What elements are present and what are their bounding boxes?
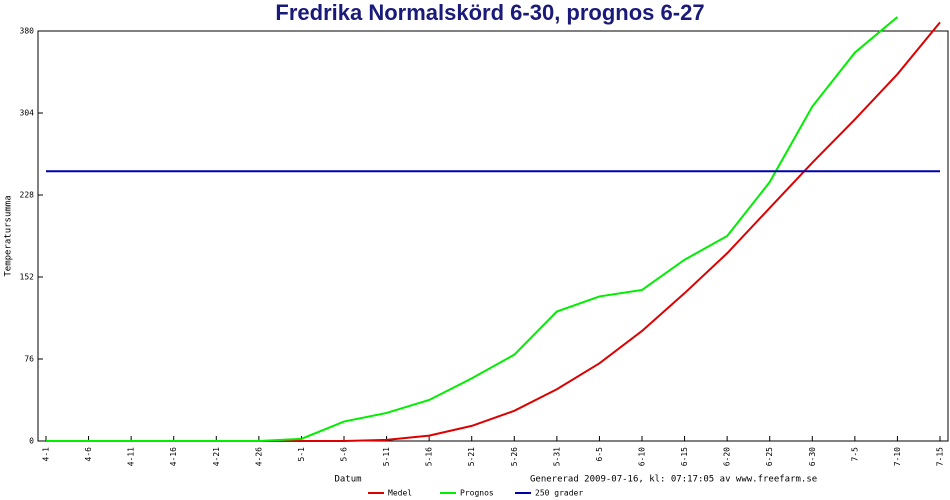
x-tick-label: 7-10 bbox=[893, 447, 902, 466]
x-tick-label: 4-16 bbox=[169, 447, 178, 466]
y-tick-label: 152 bbox=[20, 273, 35, 282]
chart-title: Fredrika Normalskörd 6-30, prognos 6-27 bbox=[275, 0, 704, 25]
x-tick-label: 6-25 bbox=[765, 447, 774, 466]
footer: Genererad 2009-07-16, kl: 07:17:05 av ww… bbox=[530, 475, 817, 485]
x-tick-label: 4-21 bbox=[212, 447, 221, 466]
plot-frame bbox=[37, 30, 949, 442]
x-tick-label: 4-11 bbox=[127, 447, 136, 466]
series-line bbox=[46, 21, 941, 442]
x-tick-label: 6-20 bbox=[723, 447, 732, 466]
legend-label: Prognos bbox=[460, 489, 494, 498]
x-tick-label: 5-1 bbox=[297, 447, 306, 462]
series-line bbox=[46, 16, 899, 442]
x-tick-label: 6-30 bbox=[808, 447, 817, 466]
y-tick-label: 76 bbox=[24, 355, 34, 364]
x-tick-label: 5-6 bbox=[340, 447, 349, 462]
x-tick-label: 4-26 bbox=[254, 447, 263, 466]
x-tick-label: 5-16 bbox=[425, 447, 434, 466]
y-tick-label: 304 bbox=[20, 109, 35, 118]
x-tick-label: 5-11 bbox=[382, 447, 391, 466]
legend-label: Medel bbox=[388, 489, 412, 498]
x-tick-label: 5-26 bbox=[510, 447, 519, 466]
x-tick-label: 6-5 bbox=[595, 447, 604, 462]
y-tick-label: 380 bbox=[20, 27, 35, 36]
y-axis-label: Temperatursumma bbox=[4, 195, 14, 276]
x-tick-label: 7-15 bbox=[936, 447, 945, 466]
x-tick-label: 7-5 bbox=[850, 447, 859, 462]
y-tick-label: 0 bbox=[29, 437, 34, 446]
x-tick-label: 4-1 bbox=[42, 447, 51, 462]
x-tick-label: 5-31 bbox=[552, 447, 561, 466]
y-tick-label: 228 bbox=[20, 191, 35, 200]
x-tick-label: 4-6 bbox=[84, 447, 93, 462]
x-tick-label: 6-10 bbox=[638, 447, 647, 466]
x-tick-label: 5-21 bbox=[467, 447, 476, 466]
legend-label: 250 grader bbox=[535, 489, 583, 498]
x-axis-label: Datum bbox=[334, 475, 361, 485]
x-tick-label: 6-15 bbox=[680, 447, 689, 466]
